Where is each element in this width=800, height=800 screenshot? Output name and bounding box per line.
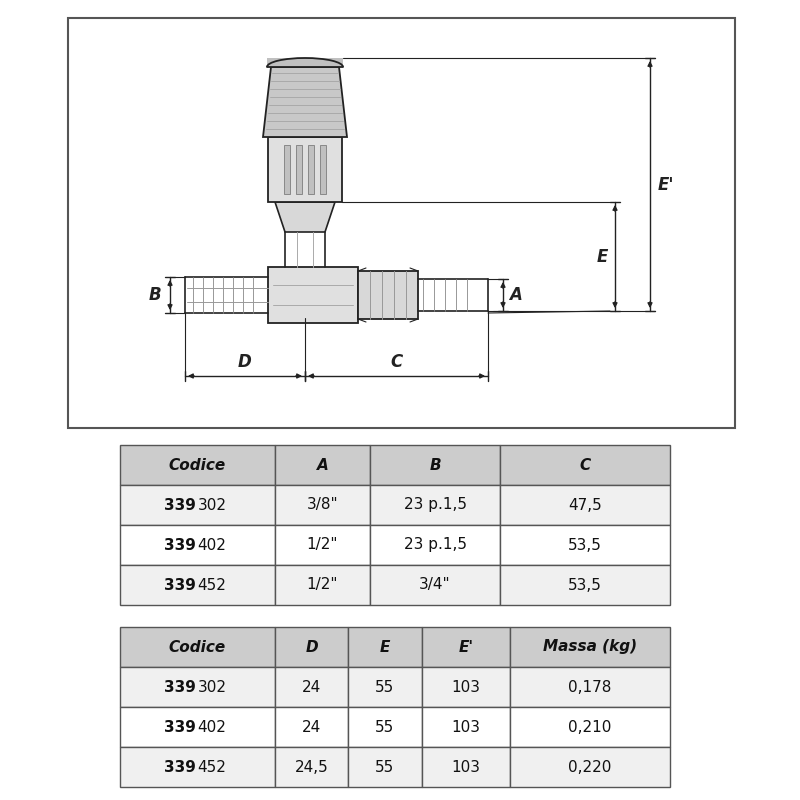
Bar <box>120 445 275 485</box>
Text: 55: 55 <box>375 679 394 694</box>
Text: 1/2": 1/2" <box>306 538 338 553</box>
Text: A: A <box>317 458 328 473</box>
Text: D: D <box>305 639 318 654</box>
Text: 24,5: 24,5 <box>294 759 328 774</box>
Bar <box>120 667 275 707</box>
Text: 0,178: 0,178 <box>568 679 612 694</box>
Text: E: E <box>380 639 390 654</box>
Text: 55: 55 <box>375 719 394 734</box>
Text: E': E' <box>458 639 474 654</box>
Bar <box>296 145 302 194</box>
Bar <box>510 707 670 747</box>
Text: 339: 339 <box>164 679 195 694</box>
Text: E': E' <box>658 175 674 194</box>
Text: 3/8": 3/8" <box>306 498 338 513</box>
Text: 339: 339 <box>164 498 195 513</box>
Bar <box>275 707 348 747</box>
Text: E: E <box>596 247 608 266</box>
Bar <box>120 485 275 525</box>
Text: 23 p.1,5: 23 p.1,5 <box>403 498 466 513</box>
Text: B: B <box>149 286 162 304</box>
Bar <box>510 627 670 667</box>
Text: 302: 302 <box>198 498 226 513</box>
Bar <box>268 137 342 202</box>
Bar <box>308 145 314 194</box>
Bar <box>267 58 343 67</box>
Bar <box>422 747 510 787</box>
Text: 23 p.1,5: 23 p.1,5 <box>403 538 466 553</box>
Text: 103: 103 <box>451 759 481 774</box>
Text: 339: 339 <box>164 719 195 734</box>
Bar <box>370 445 500 485</box>
Bar <box>358 271 418 319</box>
Text: D: D <box>238 353 252 371</box>
Text: Massa (kg): Massa (kg) <box>543 639 637 654</box>
Text: 0,220: 0,220 <box>568 759 612 774</box>
Bar <box>275 445 370 485</box>
Bar <box>120 627 275 667</box>
Text: Codice: Codice <box>169 458 226 473</box>
Bar <box>268 267 358 323</box>
Text: 402: 402 <box>198 719 226 734</box>
Text: 452: 452 <box>198 759 226 774</box>
Bar <box>120 525 275 565</box>
Text: A: A <box>510 286 522 304</box>
Bar <box>500 565 670 605</box>
Bar <box>422 667 510 707</box>
Bar <box>348 747 422 787</box>
Text: B: B <box>429 458 441 473</box>
Text: 302: 302 <box>198 679 226 694</box>
Text: 47,5: 47,5 <box>568 498 602 513</box>
Text: 24: 24 <box>302 679 321 694</box>
Bar <box>422 627 510 667</box>
Bar <box>120 707 275 747</box>
Text: 339: 339 <box>164 759 195 774</box>
Bar <box>422 707 510 747</box>
Bar <box>500 445 670 485</box>
Text: 0,210: 0,210 <box>568 719 612 734</box>
Polygon shape <box>275 202 335 232</box>
Bar <box>348 707 422 747</box>
Bar <box>370 565 500 605</box>
Polygon shape <box>263 67 347 137</box>
Text: 339: 339 <box>164 538 195 553</box>
Bar <box>275 627 348 667</box>
Bar <box>370 525 500 565</box>
Bar <box>510 667 670 707</box>
Text: 103: 103 <box>451 679 481 694</box>
Text: 55: 55 <box>375 759 394 774</box>
Bar <box>275 747 348 787</box>
Text: 3/4": 3/4" <box>419 578 451 593</box>
Bar <box>68 18 735 428</box>
Bar <box>275 565 370 605</box>
Bar <box>120 747 275 787</box>
Text: 402: 402 <box>198 538 226 553</box>
Bar <box>370 485 500 525</box>
Bar <box>275 485 370 525</box>
Bar <box>275 525 370 565</box>
Text: C: C <box>579 458 590 473</box>
Bar <box>284 145 290 194</box>
Text: 24: 24 <box>302 719 321 734</box>
Bar <box>120 565 275 605</box>
Bar <box>348 667 422 707</box>
Text: Codice: Codice <box>169 639 226 654</box>
Bar <box>500 485 670 525</box>
Bar <box>275 667 348 707</box>
Bar <box>320 145 326 194</box>
Text: 452: 452 <box>198 578 226 593</box>
Bar <box>500 525 670 565</box>
Text: 53,5: 53,5 <box>568 578 602 593</box>
Bar <box>348 627 422 667</box>
Text: 103: 103 <box>451 719 481 734</box>
Text: 1/2": 1/2" <box>306 578 338 593</box>
Bar <box>510 747 670 787</box>
Text: 339: 339 <box>164 578 195 593</box>
Text: 53,5: 53,5 <box>568 538 602 553</box>
Text: C: C <box>390 353 402 371</box>
